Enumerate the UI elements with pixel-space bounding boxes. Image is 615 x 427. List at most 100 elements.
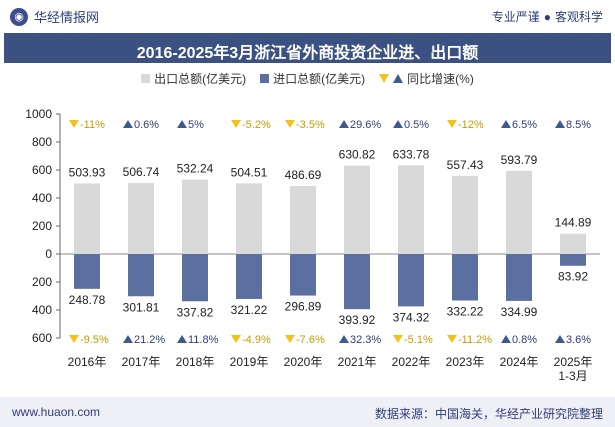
growth-up-marker [555,120,565,128]
export-value-label: 593.79 [501,153,538,167]
growth-down-marker [393,335,403,343]
export-bar [182,179,208,254]
export-value-label: 486.69 [285,168,322,182]
import-value-label: 337.82 [177,305,214,319]
export-growth-label: -11% [80,119,105,131]
growth-down-marker [285,120,295,128]
x-tick-label: 2022年 [392,355,431,369]
footer-source: 数据来源：中国海关，华经产业研究院整理 [374,407,603,421]
growth-up-marker [555,335,565,343]
import-value-label: 248.78 [69,293,106,307]
legend-down-triangle-icon [379,74,390,83]
export-value-label: 630.82 [339,148,376,162]
brand-logo-icon: ◉ [10,7,28,26]
y-tick-label: 400 [32,191,52,205]
import-bar [128,254,154,297]
x-tick-label: 2020年 [284,355,323,369]
export-growth-label: -3.5% [296,119,325,131]
import-bar [74,254,100,289]
growth-up-marker [501,335,511,343]
chart-plot: 1000 800 600 400 200 0 200 400 600 503.93 248.78 -1… [25,107,600,383]
export-bar [452,175,478,254]
growth-up-marker [339,335,349,343]
export-bar [290,185,316,254]
import-bar [560,254,586,266]
export-bar [344,165,370,254]
export-growth-label: -5.2% [242,119,271,131]
x-tick-label: 2023年 [446,355,485,369]
tagline-left: 专业严谨 [491,10,540,24]
legend-up-triangle-icon [393,74,404,83]
import-bar [182,254,208,302]
legend-export-swatch [141,74,151,83]
top-bar: ◉ 华经情报网 专业严谨 ● 客观科学 [0,0,615,32]
growth-down-marker [231,335,241,343]
legend-growth-label: 同比增速(%) [407,72,474,86]
brand: ◉ 华经情报网 [10,7,99,26]
export-growth-label: -12% [458,119,484,131]
export-growth-label: 6.5% [512,119,537,131]
import-value-label: 374.32 [393,310,430,324]
import-value-label: 334.99 [501,305,538,319]
import-growth-label: 21.2% [134,334,165,346]
import-value-label: 321.22 [231,303,268,317]
growth-up-marker [339,120,349,128]
import-growth-label: 0.8% [512,334,537,346]
import-growth-label: -7.6% [296,334,325,346]
import-value-label: 301.81 [123,300,160,314]
export-growth-label: 5% [188,119,204,131]
y-tick-label: 400 [32,303,52,317]
export-growth-label: 0.6% [134,119,159,131]
growth-down-marker [447,120,457,128]
growth-up-marker [177,120,187,128]
growth-down-marker [69,335,79,343]
growth-down-marker [447,335,457,343]
footer-website: www.huaon.com [12,405,101,419]
import-value-label: 393.92 [339,313,376,327]
x-tick-label: 2021年 [338,355,377,369]
import-bar [452,254,478,301]
legend-import-label: 进口总额(亿美元) [273,72,366,86]
x-tick-label: 2018年 [176,355,215,369]
legend-import: 进口总额(亿美元) [260,70,365,87]
growth-down-marker [285,335,295,343]
x-tick-label: 2019年 [230,355,269,369]
tagline-separator: ● [543,10,551,24]
y-tick-label: 1000 [25,107,52,121]
export-value-label: 557.43 [447,158,484,172]
chart-title: 2016-2025年3月浙江省外商投资企业进、出口额 [136,45,479,62]
import-growth-label: -11.2% [458,334,492,346]
legend-export: 出口总额(亿美元) [141,70,246,87]
y-tick-label: 200 [32,275,52,289]
export-growth-label: 8.5% [566,119,591,131]
growth-up-marker [123,120,133,128]
import-growth-label: 32.3% [350,334,381,346]
growth-up-marker [501,120,511,128]
x-tick-label: 2024年 [500,355,539,369]
legend-import-swatch [260,74,270,83]
y-tick-label: 600 [32,163,52,177]
legend-growth: 同比增速(%) [379,70,474,87]
y-tick-label: 0 [45,247,52,261]
export-bar [398,165,424,254]
import-growth-label: -4.9% [242,334,271,346]
export-value-label: 633.78 [393,147,430,161]
import-bar [290,254,316,296]
growth-up-marker [123,335,133,343]
import-bar [398,254,424,307]
export-value-label: 144.89 [555,216,592,230]
import-growth-label: -5.1% [404,334,433,346]
y-tick-label: 600 [32,331,52,345]
growth-down-marker [69,120,79,128]
x-tick-label: 1-3月 [558,369,587,383]
export-value-label: 532.24 [177,161,214,175]
export-bar [506,170,532,254]
import-growth-label: 11.8% [188,334,219,346]
export-value-label: 506.74 [123,165,160,179]
legend-export-label: 出口总额(亿美元) [154,72,247,86]
export-growth-label: 0.5% [404,119,429,131]
import-growth-label: -9.5% [80,334,109,346]
growth-up-marker [177,335,187,343]
title-bar: 2016-2025年3月浙江省外商投资企业进、出口额 [4,33,611,63]
export-growth-label: 29.6% [350,119,381,131]
